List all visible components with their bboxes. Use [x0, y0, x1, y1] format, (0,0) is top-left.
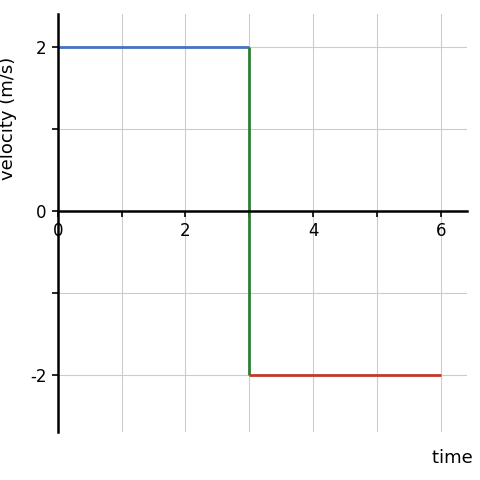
X-axis label: time (s): time (s)	[431, 449, 480, 467]
Y-axis label: velocity (m/s): velocity (m/s)	[0, 57, 17, 180]
